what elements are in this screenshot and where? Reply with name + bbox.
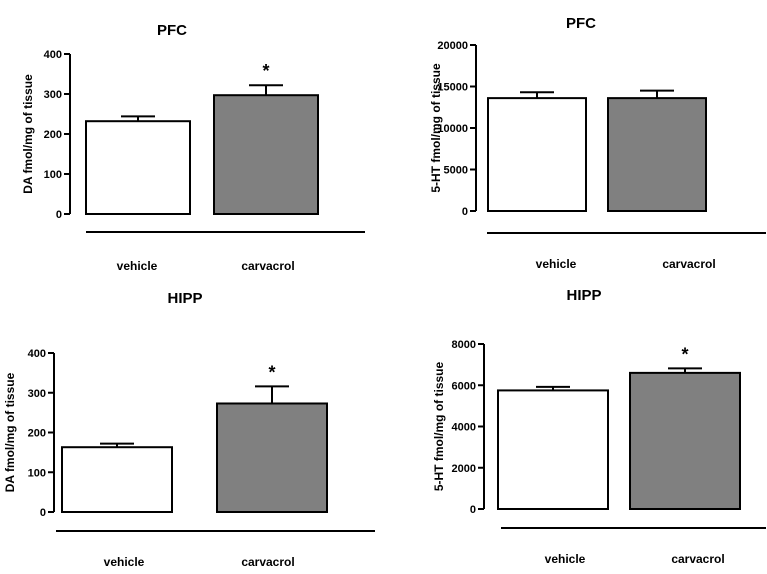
x-category-label: vehicle bbox=[104, 555, 145, 569]
bar-carvacrol bbox=[629, 371, 741, 510]
x-category-label: vehicle bbox=[545, 552, 586, 566]
x-category-label: vehicle bbox=[536, 257, 577, 271]
y-tick-label: 0 bbox=[462, 206, 468, 218]
y-tick-label: 6000 bbox=[452, 380, 476, 392]
bar-vehicle bbox=[487, 97, 587, 212]
y-tick-label: 300 bbox=[28, 388, 46, 400]
y-tick-label: 0 bbox=[56, 209, 62, 221]
y-axis-label: DA fmol/mg of tissue bbox=[21, 74, 35, 194]
y-tick-label: 200 bbox=[28, 428, 46, 440]
y-tick-label: 10000 bbox=[437, 123, 468, 135]
chart-panel-2: PFC 5-HT fmol/mg of tissue 0 5000 10000 15000… bbox=[429, 15, 766, 271]
y-tick-label: 4000 bbox=[452, 422, 476, 434]
y-tick-label: 0 bbox=[40, 507, 46, 519]
y-tick-label: 5000 bbox=[444, 165, 468, 177]
chart-panel-4: HIPP 5-HT fmol/mg of tissue 0 2000 4000 6000 8… bbox=[432, 287, 766, 566]
bar-vehicle bbox=[85, 120, 191, 215]
y-tick-label: 15000 bbox=[437, 82, 468, 94]
y-tick-label: 20000 bbox=[437, 40, 468, 52]
y-axis-label: 5-HT fmol/mg of tissue bbox=[429, 63, 443, 193]
chart-title: PFC bbox=[566, 15, 596, 32]
y-tick-label: 0 bbox=[470, 504, 476, 516]
chart-title: HIPP bbox=[566, 287, 601, 304]
bar-vehicle bbox=[61, 446, 173, 513]
y-tick-label: 200 bbox=[44, 129, 62, 141]
significance-marker: * bbox=[262, 61, 269, 81]
bar-carvacrol bbox=[607, 97, 707, 212]
y-axis-label: DA fmol/mg of tissue bbox=[3, 372, 17, 492]
chart-panel-1: PFC DA fmol/mg of tissue 0 100 200 300 400 vehi… bbox=[21, 22, 365, 273]
y-tick-label: 2000 bbox=[452, 463, 476, 475]
bar-carvacrol bbox=[216, 402, 328, 514]
y-tick-label: 100 bbox=[44, 169, 62, 181]
x-category-label: carvacrol bbox=[671, 552, 724, 566]
significance-marker: * bbox=[268, 362, 275, 382]
chart-title: PFC bbox=[157, 22, 187, 39]
y-tick-label: 400 bbox=[44, 49, 62, 61]
y-tick-label: 400 bbox=[28, 348, 46, 360]
chart-title: HIPP bbox=[167, 290, 202, 307]
y-axis-label: 5-HT fmol/mg of tissue bbox=[432, 362, 446, 492]
x-category-label: vehicle bbox=[117, 259, 158, 273]
significance-marker: * bbox=[681, 344, 688, 364]
x-category-label: carvacrol bbox=[241, 259, 294, 273]
bar-carvacrol bbox=[213, 94, 319, 215]
chart-panel-3: HIPP DA fmol/mg of tissue 0 100 200 300 400 veh… bbox=[3, 290, 375, 569]
y-tick-label: 8000 bbox=[452, 339, 476, 351]
y-tick-label: 100 bbox=[28, 467, 46, 479]
y-tick-label: 300 bbox=[44, 89, 62, 101]
x-category-label: carvacrol bbox=[662, 257, 715, 271]
x-category-label: carvacrol bbox=[241, 555, 294, 569]
bar-vehicle bbox=[497, 389, 609, 510]
